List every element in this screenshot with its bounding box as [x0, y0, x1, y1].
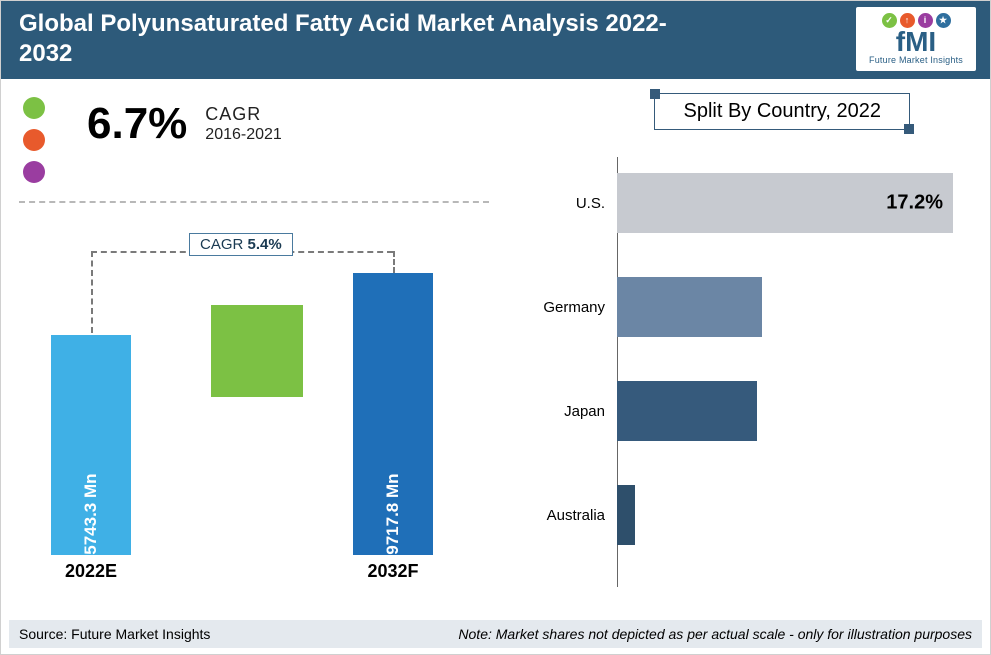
- logo-dot-icon: ✓: [882, 13, 897, 28]
- box-handle-icon: [904, 124, 914, 134]
- cagr-historical-label: CAGR 2016-2021: [205, 104, 282, 145]
- country-chart-title-text: Split By Country, 2022: [683, 100, 881, 122]
- cagr-historical-value: 6.7%: [87, 99, 187, 149]
- country-pct-label: 17.2%: [886, 192, 943, 215]
- connector-line: [91, 251, 93, 333]
- country-label: Japan: [539, 403, 611, 420]
- logo-text: fMI: [896, 29, 936, 54]
- bar-x-label: 2022E: [65, 561, 117, 582]
- country-label: Germany: [539, 299, 611, 316]
- content-area: 6.7% CAGR 2016-2021 CAGR 5.4% US$ 5743.3…: [1, 79, 990, 619]
- cagr-label-bottom: 2016-2021: [205, 125, 282, 144]
- bar-2022e: US$ 5743.3 Mn 2022E: [51, 335, 131, 555]
- country-row-us: U.S. 17.2%: [539, 169, 959, 237]
- country-row-australia: Australia: [539, 481, 959, 549]
- cagr-badge-value: 5.4%: [248, 236, 282, 253]
- box-handle-icon: [650, 89, 660, 99]
- footer-bar: Source: Future Market Insights Note: Mar…: [9, 620, 982, 648]
- country-bar: [617, 381, 757, 441]
- country-row-japan: Japan: [539, 377, 959, 445]
- country-split-chart: U.S. 17.2% Germany Japan Australia: [539, 157, 959, 587]
- page-title: Global Polyunsaturated Fatty Acid Market…: [19, 9, 719, 69]
- footer-note: Note: Market shares not depicted as per …: [458, 626, 972, 642]
- header-bar: Global Polyunsaturated Fatty Acid Market…: [1, 1, 990, 79]
- divider-dashed: [19, 201, 489, 203]
- legend-dot-icon: [23, 97, 45, 119]
- cagr-historical-block: 6.7% CAGR 2016-2021: [87, 99, 282, 149]
- legend-dot-icon: [23, 129, 45, 151]
- legend-dot-column: [23, 97, 45, 183]
- bar-2032f: US$ 9717.8 Mn 2032F: [353, 273, 433, 555]
- country-bar: 17.2%: [617, 173, 953, 233]
- country-bar: [617, 485, 635, 545]
- country-row-germany: Germany: [539, 273, 959, 341]
- market-size-bar-chart: CAGR 5.4% US$ 5743.3 Mn 2022E US$ 9717.8…: [41, 227, 481, 587]
- country-label: Australia: [539, 507, 611, 524]
- mid-green-block: [211, 305, 303, 397]
- logo-subtext: Future Market Insights: [869, 55, 963, 65]
- cagr-label-top: CAGR: [205, 104, 282, 126]
- cagr-badge-prefix: CAGR: [200, 236, 248, 253]
- bar-x-label: 2032F: [367, 561, 418, 582]
- logo-dot-icon: ★: [936, 13, 951, 28]
- legend-dot-icon: [23, 161, 45, 183]
- country-bar: [617, 277, 762, 337]
- country-label: U.S.: [539, 195, 611, 212]
- footer-source: Source: Future Market Insights: [19, 626, 210, 642]
- brand-logo: ✓ ↑ i ★ fMI Future Market Insights: [856, 7, 976, 71]
- connector-line: [393, 251, 395, 273]
- country-chart-title: Split By Country, 2022: [654, 93, 910, 130]
- cagr-forecast-badge: CAGR 5.4%: [189, 233, 293, 256]
